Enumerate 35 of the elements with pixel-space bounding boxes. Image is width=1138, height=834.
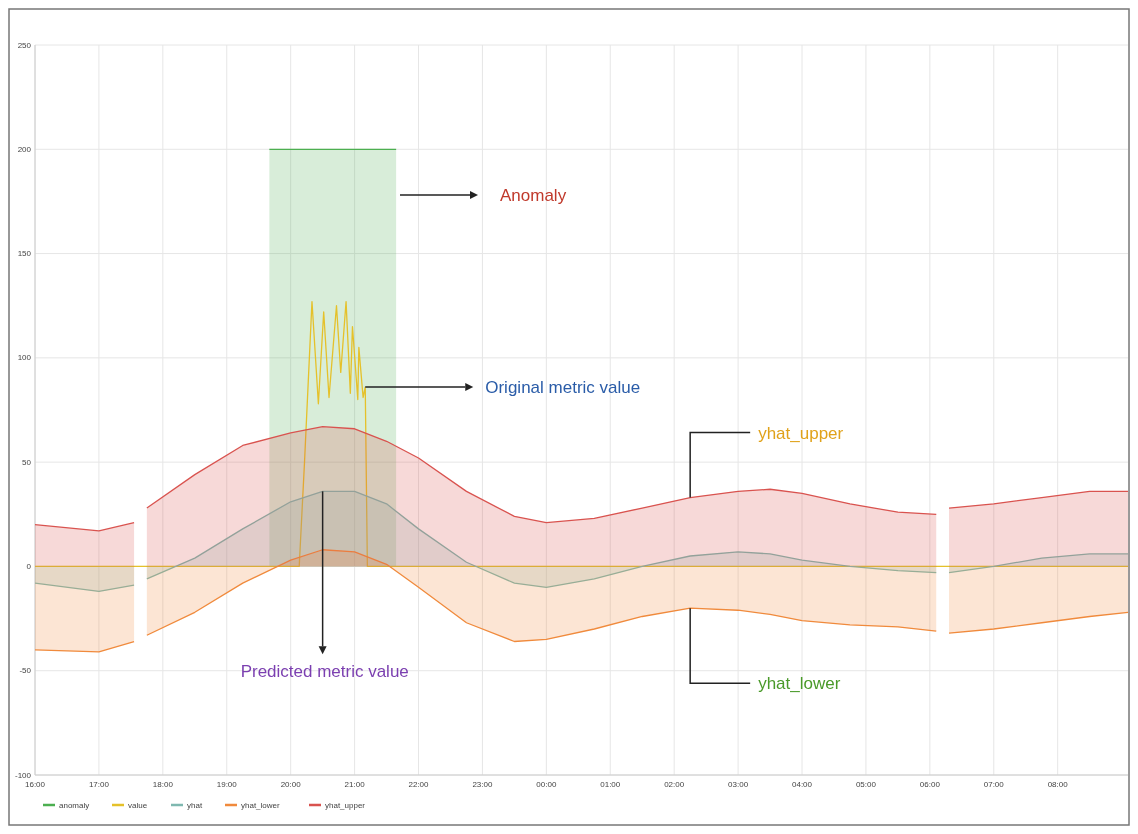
y-tick-label: 100 [17,353,32,363]
y-tick-label: 0 [26,561,32,571]
legend-label: yhat_upper [325,800,366,810]
legend-label: value [128,800,148,810]
annotation: Predicted metric value [240,662,409,682]
x-tick-label: 21:00 [344,780,366,789]
y-tick-label: -50 [19,666,32,676]
x-tick-label: 02:00 [664,780,685,789]
x-tick-label: 18:00 [152,780,174,789]
annotation: yhat_upper [758,423,844,443]
x-tick-label: 01:00 [600,780,621,789]
x-tick-label: 16:00 [24,780,46,789]
x-tick-label: 22:00 [408,780,430,789]
x-tick-label: 08:00 [1047,780,1069,789]
y-tick-label: 150 [17,249,32,259]
x-tick-label: 05:00 [855,780,877,789]
x-tick-label: 00:00 [536,780,557,789]
legend-label: yhat [187,800,203,810]
x-tick-label: 20:00 [280,780,302,789]
x-tick-label: 03:00 [728,780,749,789]
legend-label: anomaly [59,800,90,810]
x-tick-label: 17:00 [88,780,110,789]
annotation: Original metric value [485,378,641,398]
x-tick-label: 07:00 [983,780,1005,789]
annotation: Anomaly [500,185,567,205]
annotation: yhat_lower [758,674,841,694]
y-tick-label: 250 [17,40,32,50]
y-tick-label: -100 [14,770,32,780]
legend-label: yhat_lower [241,800,281,810]
y-tick-label: 50 [22,457,32,467]
y-tick-label: 200 [17,144,32,154]
x-tick-label: 04:00 [792,780,813,789]
x-tick-label: 19:00 [216,780,238,789]
x-tick-label: 06:00 [919,780,941,789]
x-tick-label: 23:00 [472,780,493,789]
